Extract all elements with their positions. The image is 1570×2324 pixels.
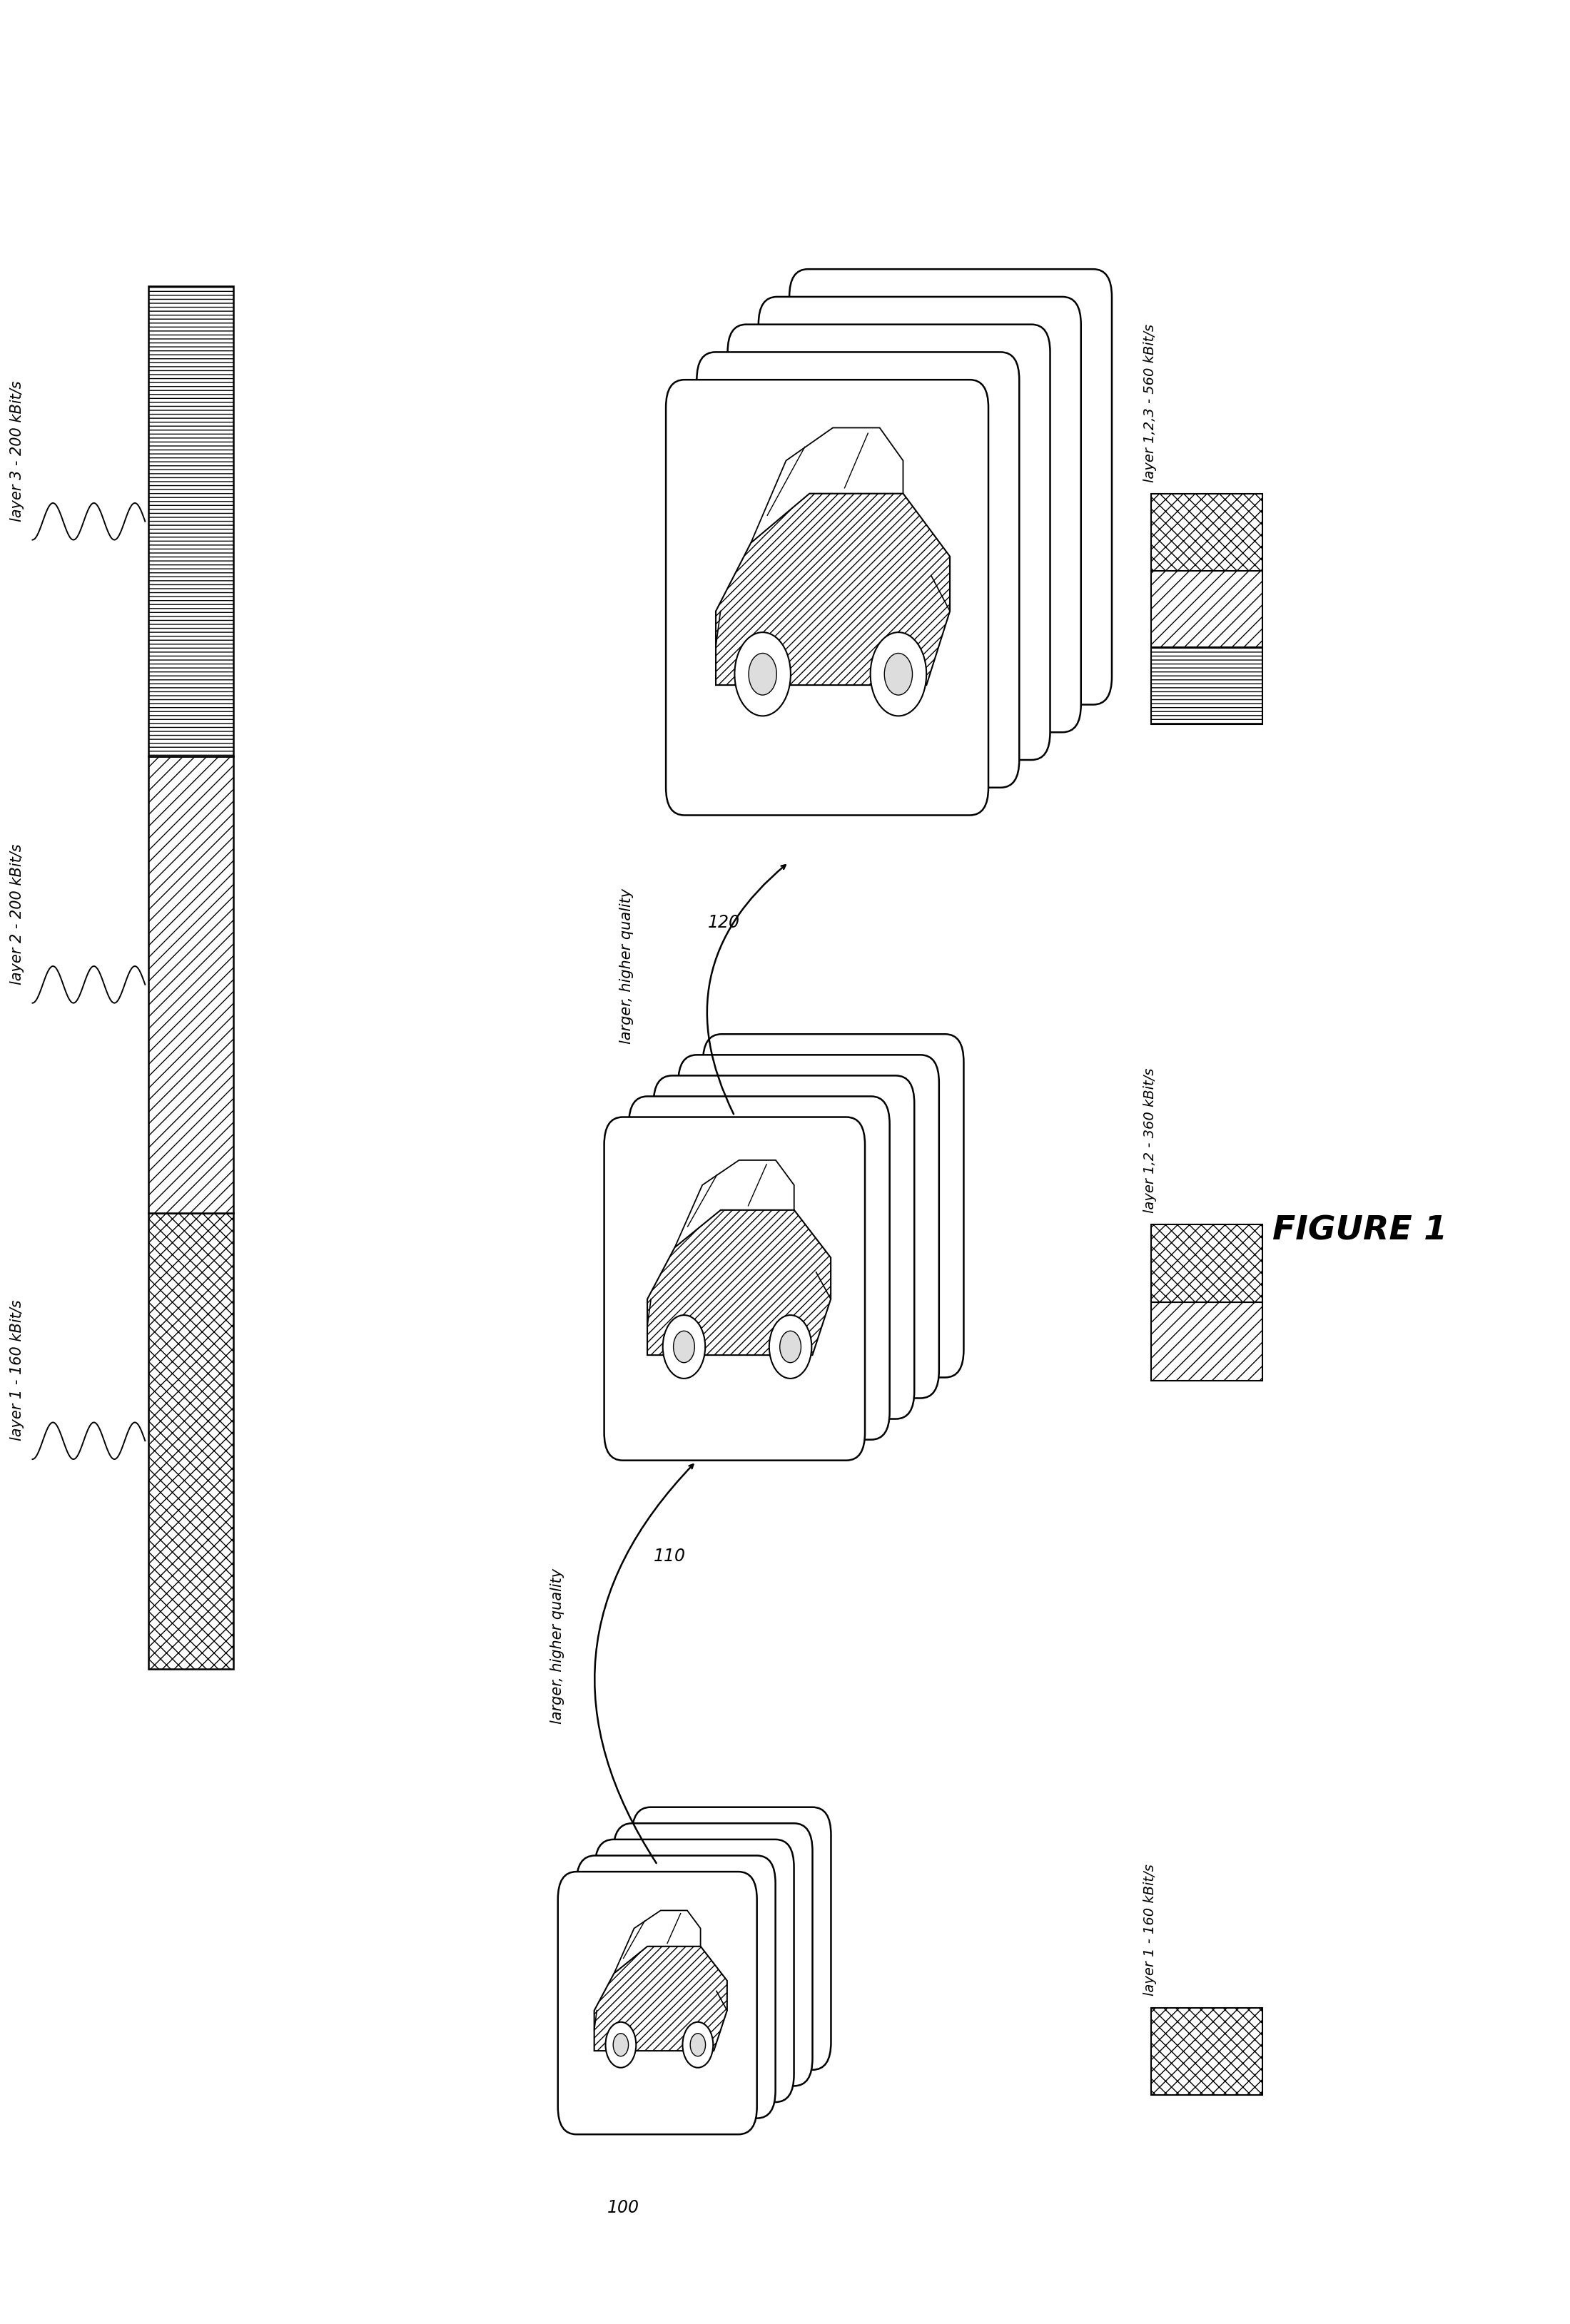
FancyBboxPatch shape — [148, 1213, 232, 1669]
Text: layer 1 - 160 kBit/s: layer 1 - 160 kBit/s — [1143, 1864, 1157, 1996]
FancyBboxPatch shape — [604, 1118, 865, 1459]
Circle shape — [769, 1315, 812, 1378]
FancyBboxPatch shape — [576, 1855, 776, 2117]
Text: layer 1 - 160 kBit/s: layer 1 - 160 kBit/s — [9, 1299, 24, 1441]
Circle shape — [663, 1315, 705, 1378]
FancyBboxPatch shape — [758, 297, 1082, 732]
Text: larger, higher quality: larger, higher quality — [620, 888, 634, 1043]
FancyBboxPatch shape — [790, 270, 1112, 704]
Polygon shape — [614, 1910, 700, 1973]
Circle shape — [674, 1332, 694, 1362]
Text: larger, higher quality: larger, higher quality — [550, 1569, 564, 1724]
Circle shape — [780, 1332, 801, 1362]
FancyBboxPatch shape — [148, 286, 232, 758]
FancyBboxPatch shape — [630, 1097, 890, 1439]
Text: layer 1,2 - 360 kBit/s: layer 1,2 - 360 kBit/s — [1143, 1067, 1157, 1213]
Polygon shape — [675, 1160, 794, 1248]
Circle shape — [691, 2034, 705, 2057]
FancyBboxPatch shape — [148, 758, 232, 1213]
FancyBboxPatch shape — [697, 351, 1019, 788]
Polygon shape — [593, 1945, 727, 2050]
Text: FIGURE 1: FIGURE 1 — [1272, 1215, 1448, 1248]
Text: 120: 120 — [708, 913, 739, 932]
Circle shape — [884, 653, 912, 695]
Text: layer 2 - 200 kBit/s: layer 2 - 200 kBit/s — [9, 844, 24, 985]
FancyBboxPatch shape — [1151, 493, 1262, 572]
Text: layer 1,2,3 - 560 kBit/s: layer 1,2,3 - 560 kBit/s — [1143, 323, 1157, 483]
Text: 110: 110 — [653, 1548, 686, 1564]
FancyBboxPatch shape — [1151, 2008, 1262, 2096]
FancyBboxPatch shape — [678, 1055, 939, 1399]
FancyBboxPatch shape — [1151, 1225, 1262, 1301]
Polygon shape — [716, 493, 950, 686]
Circle shape — [614, 2034, 628, 2057]
Circle shape — [606, 2022, 636, 2068]
FancyBboxPatch shape — [557, 1871, 757, 2133]
FancyBboxPatch shape — [1151, 648, 1262, 725]
Polygon shape — [647, 1211, 831, 1355]
FancyBboxPatch shape — [703, 1034, 964, 1378]
FancyBboxPatch shape — [1151, 572, 1262, 648]
FancyBboxPatch shape — [633, 1808, 831, 2071]
Circle shape — [735, 632, 791, 716]
FancyBboxPatch shape — [1151, 1301, 1262, 1380]
Circle shape — [683, 2022, 713, 2068]
FancyBboxPatch shape — [595, 1838, 794, 2103]
Text: layer 3 - 200 kBit/s: layer 3 - 200 kBit/s — [9, 381, 24, 521]
Circle shape — [870, 632, 926, 716]
FancyBboxPatch shape — [653, 1076, 914, 1420]
Text: 100: 100 — [608, 2199, 639, 2217]
Circle shape — [749, 653, 777, 695]
Polygon shape — [750, 428, 903, 544]
FancyBboxPatch shape — [614, 1824, 813, 2087]
FancyBboxPatch shape — [666, 379, 989, 816]
FancyBboxPatch shape — [727, 325, 1050, 760]
